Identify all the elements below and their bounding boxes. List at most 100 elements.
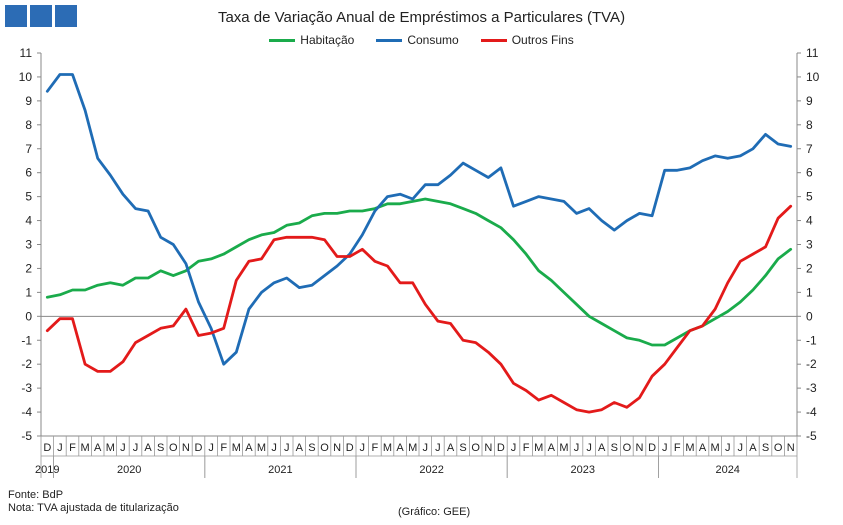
x-tick-label-month: F (523, 442, 530, 454)
x-tick-label-month: J (271, 442, 277, 454)
x-tick-label-month: O (471, 442, 480, 454)
x-tick-label-month: N (484, 442, 492, 454)
y-tick-label-right: 0 (806, 309, 813, 323)
legend: Habitação Consumo Outros Fins (0, 33, 843, 47)
y-tick-label-left: 0 (25, 309, 32, 323)
y-tick-label-left: -2 (21, 357, 32, 371)
y-tick-label-left: 9 (25, 94, 32, 108)
x-tick-label-month: O (320, 442, 329, 454)
y-tick-label-left: 10 (19, 70, 33, 84)
y-tick-label-right: 4 (806, 214, 813, 228)
x-tick-label-year: 2020 (117, 464, 141, 476)
y-tick-label-right: 7 (806, 142, 813, 156)
y-tick-label-right: -2 (806, 357, 817, 371)
x-tick-label-month: S (308, 442, 315, 454)
footnote: Nota: TVA ajustada de titularização (8, 502, 179, 514)
x-tick-label-month: S (762, 442, 769, 454)
x-tick-label-year: 2019 (35, 464, 59, 476)
x-tick-label-month: M (534, 442, 543, 454)
x-tick-label-month: N (787, 442, 795, 454)
y-tick-label-right: 11 (806, 46, 819, 60)
legend-label-habitacao: Habitação (300, 33, 355, 47)
x-tick-label-month: A (144, 442, 152, 454)
y-tick-label-left: -3 (21, 381, 32, 395)
x-tick-label-month: A (296, 442, 304, 454)
x-tick-label-month: F (674, 442, 681, 454)
legend-item-consumo: Consumo (376, 33, 459, 47)
x-tick-label-year: 2023 (571, 464, 595, 476)
y-tick-label-left: -5 (21, 429, 32, 443)
logo-block-1 (5, 5, 27, 27)
y-tick-label-right: 1 (806, 285, 813, 299)
x-tick-label-month: M (383, 442, 392, 454)
y-tick-label-left: 2 (25, 261, 32, 275)
x-tick-label-month: A (699, 442, 707, 454)
x-tick-label-month: J (738, 442, 744, 454)
x-tick-label-month: J (57, 442, 63, 454)
y-tick-label-left: 4 (25, 214, 32, 228)
x-tick-label-month: J (586, 442, 592, 454)
credit-note: (Gráfico: GEE) (398, 506, 471, 518)
y-tick-label-left: -4 (21, 405, 32, 419)
x-tick-label-month: A (598, 442, 606, 454)
logo-block-3 (55, 5, 77, 27)
x-tick-label-month: D (648, 442, 656, 454)
y-tick-label-left: 7 (25, 142, 32, 156)
legend-swatch-habitacao (269, 38, 296, 42)
legend-swatch-consumo (376, 38, 403, 42)
x-tick-label-month: M (711, 442, 720, 454)
x-tick-label-month: F (69, 442, 76, 454)
x-tick-label-month: O (169, 442, 178, 454)
x-tick-label-month: J (725, 442, 731, 454)
x-tick-label-month: N (333, 442, 341, 454)
x-tick-label-month: J (423, 442, 429, 454)
x-tick-label-month: D (43, 442, 51, 454)
series-line-outros-fins (45, 204, 793, 414)
y-tick-label-right: 8 (806, 118, 813, 132)
x-tick-label-month: J (360, 442, 366, 454)
x-tick-label-month: M (685, 442, 694, 454)
x-tick-label-month: N (636, 442, 644, 454)
x-tick-label-month: D (346, 442, 354, 454)
x-tick-label-month: J (511, 442, 517, 454)
x-tick-label-year: 2021 (268, 464, 292, 476)
x-tick-label-month: J (435, 442, 441, 454)
x-tick-label-month: S (157, 442, 164, 454)
x-tick-label-month: J (120, 442, 126, 454)
x-tick-label-month: D (195, 442, 203, 454)
x-tick-label-month: M (81, 442, 90, 454)
x-tick-label-month: A (245, 442, 253, 454)
x-tick-label-year: 2024 (715, 464, 739, 476)
series-line-consumo (45, 73, 793, 366)
x-tick-label-month: J (133, 442, 139, 454)
x-tick-label-month: J (208, 442, 214, 454)
x-tick-label-month: F (372, 442, 379, 454)
x-tick-label-month: M (257, 442, 266, 454)
x-tick-label-month: O (623, 442, 632, 454)
legend-label-consumo: Consumo (407, 33, 459, 47)
y-tick-label-left: 8 (25, 118, 32, 132)
x-tick-label-month: M (408, 442, 417, 454)
y-tick-label-left: 6 (25, 166, 32, 180)
y-tick-label-left: 11 (20, 46, 33, 60)
y-tick-label-right: -5 (806, 429, 817, 443)
y-tick-label-left: 1 (25, 285, 32, 299)
chart-title: Taxa de Variação Anual de Empréstimos a … (217, 9, 626, 26)
y-tick-label-right: -4 (806, 405, 817, 419)
x-tick-label-month: A (94, 442, 102, 454)
x-tick-label-month: J (574, 442, 580, 454)
y-tick-label-right: 9 (806, 94, 813, 108)
legend-item-outros-fins: Outros Fins (480, 33, 574, 47)
y-tick-label-right: 3 (806, 238, 813, 252)
x-tick-label-month: J (662, 442, 668, 454)
x-tick-label-month: F (220, 442, 227, 454)
x-tick-label-month: M (559, 442, 568, 454)
legend-swatch-outros-fins (480, 38, 507, 42)
x-tick-label-month: S (459, 442, 466, 454)
x-tick-label-month: A (396, 442, 404, 454)
x-tick-label-month: S (611, 442, 618, 454)
x-tick-label-month: M (106, 442, 115, 454)
y-tick-label-left: 5 (25, 190, 32, 204)
x-tick-label-year: 2022 (419, 464, 443, 476)
